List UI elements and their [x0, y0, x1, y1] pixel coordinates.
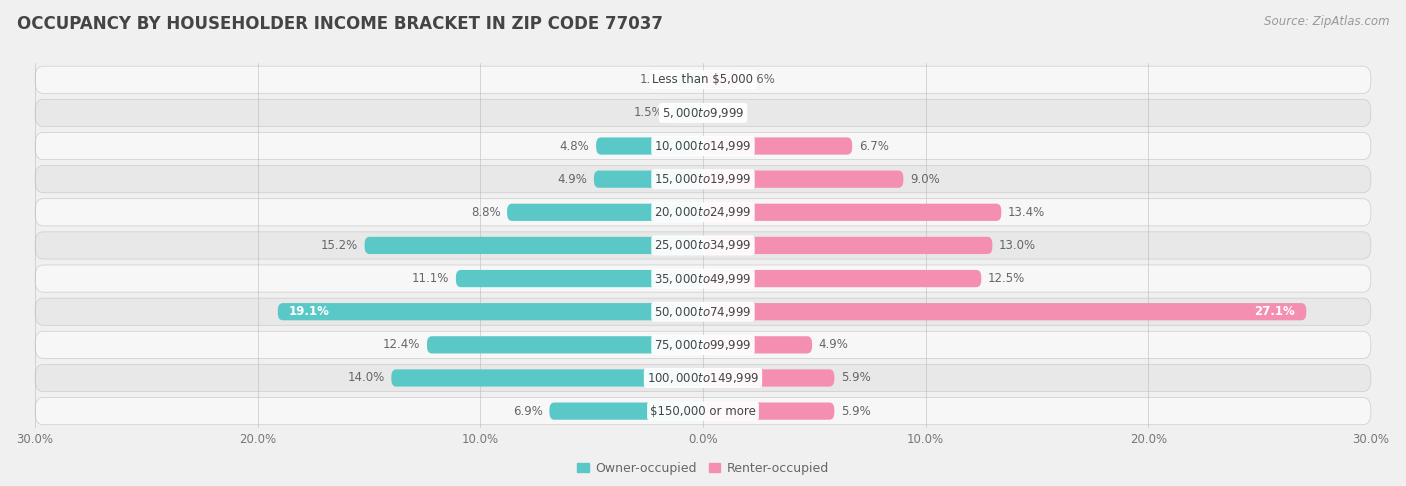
FancyBboxPatch shape — [596, 138, 703, 155]
FancyBboxPatch shape — [35, 265, 1371, 292]
Legend: Owner-occupied, Renter-occupied: Owner-occupied, Renter-occupied — [572, 457, 834, 480]
FancyBboxPatch shape — [364, 237, 703, 254]
FancyBboxPatch shape — [593, 171, 703, 188]
Text: 6.7%: 6.7% — [859, 139, 889, 153]
FancyBboxPatch shape — [676, 71, 703, 88]
Text: 4.8%: 4.8% — [560, 139, 589, 153]
FancyBboxPatch shape — [703, 369, 834, 386]
FancyBboxPatch shape — [456, 270, 703, 287]
FancyBboxPatch shape — [35, 199, 1371, 226]
Text: 4.9%: 4.9% — [818, 338, 849, 351]
FancyBboxPatch shape — [391, 369, 703, 386]
FancyBboxPatch shape — [703, 303, 1306, 320]
Text: $10,000 to $14,999: $10,000 to $14,999 — [654, 139, 752, 153]
Text: 8.8%: 8.8% — [471, 206, 501, 219]
Text: 13.4%: 13.4% — [1008, 206, 1045, 219]
Text: OCCUPANCY BY HOUSEHOLDER INCOME BRACKET IN ZIP CODE 77037: OCCUPANCY BY HOUSEHOLDER INCOME BRACKET … — [17, 15, 662, 33]
FancyBboxPatch shape — [703, 336, 813, 353]
FancyBboxPatch shape — [703, 171, 903, 188]
Text: $15,000 to $19,999: $15,000 to $19,999 — [654, 172, 752, 186]
Text: $5,000 to $9,999: $5,000 to $9,999 — [662, 106, 744, 120]
FancyBboxPatch shape — [703, 402, 834, 420]
FancyBboxPatch shape — [278, 303, 703, 320]
FancyBboxPatch shape — [35, 232, 1371, 259]
FancyBboxPatch shape — [508, 204, 703, 221]
Text: 27.1%: 27.1% — [1254, 305, 1295, 318]
Text: $35,000 to $49,999: $35,000 to $49,999 — [654, 272, 752, 286]
Text: 1.5%: 1.5% — [633, 106, 662, 120]
FancyBboxPatch shape — [35, 364, 1371, 392]
Text: $50,000 to $74,999: $50,000 to $74,999 — [654, 305, 752, 319]
Text: 9.0%: 9.0% — [910, 173, 939, 186]
FancyBboxPatch shape — [35, 166, 1371, 193]
Text: 12.5%: 12.5% — [988, 272, 1025, 285]
Text: 4.9%: 4.9% — [557, 173, 588, 186]
Text: Source: ZipAtlas.com: Source: ZipAtlas.com — [1264, 15, 1389, 28]
Text: 5.9%: 5.9% — [841, 405, 870, 417]
FancyBboxPatch shape — [35, 298, 1371, 325]
Text: 14.0%: 14.0% — [347, 371, 385, 384]
Text: 13.0%: 13.0% — [1000, 239, 1036, 252]
FancyBboxPatch shape — [703, 270, 981, 287]
FancyBboxPatch shape — [427, 336, 703, 353]
Text: $20,000 to $24,999: $20,000 to $24,999 — [654, 205, 752, 219]
Text: 5.9%: 5.9% — [841, 371, 870, 384]
FancyBboxPatch shape — [703, 237, 993, 254]
Text: 0.0%: 0.0% — [710, 106, 740, 120]
Text: $25,000 to $34,999: $25,000 to $34,999 — [654, 239, 752, 252]
Text: 6.9%: 6.9% — [513, 405, 543, 417]
Text: 12.4%: 12.4% — [382, 338, 420, 351]
Text: 1.2%: 1.2% — [640, 73, 669, 86]
FancyBboxPatch shape — [703, 138, 852, 155]
FancyBboxPatch shape — [703, 71, 738, 88]
FancyBboxPatch shape — [669, 104, 703, 122]
Text: 19.1%: 19.1% — [288, 305, 330, 318]
Text: Less than $5,000: Less than $5,000 — [652, 73, 754, 86]
Text: $75,000 to $99,999: $75,000 to $99,999 — [654, 338, 752, 352]
Text: 11.1%: 11.1% — [412, 272, 449, 285]
Text: 15.2%: 15.2% — [321, 239, 359, 252]
FancyBboxPatch shape — [35, 99, 1371, 126]
FancyBboxPatch shape — [35, 398, 1371, 425]
Text: $100,000 to $149,999: $100,000 to $149,999 — [647, 371, 759, 385]
FancyBboxPatch shape — [550, 402, 703, 420]
FancyBboxPatch shape — [35, 331, 1371, 359]
Text: 1.6%: 1.6% — [745, 73, 775, 86]
FancyBboxPatch shape — [703, 204, 1001, 221]
FancyBboxPatch shape — [35, 66, 1371, 93]
FancyBboxPatch shape — [35, 132, 1371, 159]
Text: $150,000 or more: $150,000 or more — [650, 405, 756, 417]
